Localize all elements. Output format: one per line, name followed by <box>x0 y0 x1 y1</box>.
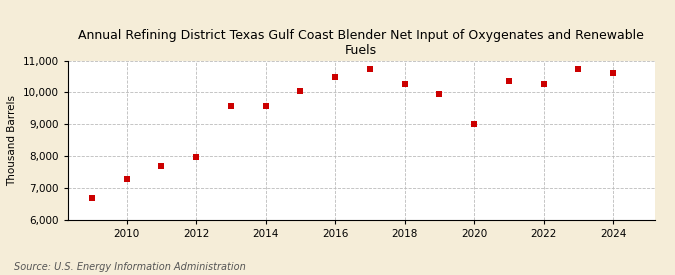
Title: Annual Refining District Texas Gulf Coast Blender Net Input of Oxygenates and Re: Annual Refining District Texas Gulf Coas… <box>78 29 644 57</box>
Y-axis label: Thousand Barrels: Thousand Barrels <box>7 95 17 186</box>
Text: Source: U.S. Energy Information Administration: Source: U.S. Energy Information Administ… <box>14 262 245 272</box>
